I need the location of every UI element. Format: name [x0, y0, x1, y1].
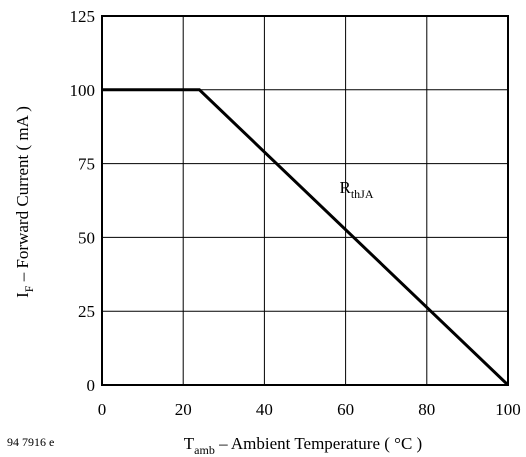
x-tick-labels: 0 20 40 60 80 100	[98, 400, 521, 419]
curve-annotation: RthJA	[340, 178, 374, 201]
x-tick-label: 40	[256, 400, 273, 419]
annotations: RthJA	[340, 178, 374, 201]
y-axis-label: IF – Forward Current ( mA )	[13, 106, 36, 298]
y-axis-label-rest: – Forward Current ( mA )	[13, 106, 32, 285]
x-axis-label-sub: amb	[194, 443, 215, 457]
x-tick-label: 20	[175, 400, 192, 419]
plot-frame	[101, 15, 509, 386]
curve-annotation-sub: thJA	[351, 187, 374, 201]
y-axis-label-sub: F	[22, 285, 36, 292]
y-tick-label: 50	[78, 228, 95, 247]
y-tick-label: 100	[70, 81, 96, 100]
grid-lines	[102, 16, 508, 385]
x-axis-label-main: T	[184, 434, 195, 453]
y-tick-label: 0	[87, 376, 96, 395]
x-tick-label: 60	[337, 400, 354, 419]
x-axis-label-rest: – Ambient Temperature ( °C )	[215, 434, 422, 453]
x-tick-label: 80	[418, 400, 435, 419]
series-layer	[102, 88, 510, 387]
x-tick-label: 100	[495, 400, 521, 419]
y-axis-label-main: I	[13, 292, 32, 298]
curve-annotation-main: R	[340, 178, 352, 197]
figure-id: 94 7916 e	[7, 435, 54, 449]
derating-curve	[102, 88, 510, 387]
y-tick-labels: 0 25 50 75 100 125	[70, 7, 96, 395]
x-tick-label: 0	[98, 400, 107, 419]
y-tick-label: 125	[70, 7, 96, 26]
y-tick-label: 25	[78, 302, 95, 321]
y-tick-label: 75	[78, 155, 95, 174]
x-axis-label: Tamb – Ambient Temperature ( °C )	[184, 434, 422, 457]
